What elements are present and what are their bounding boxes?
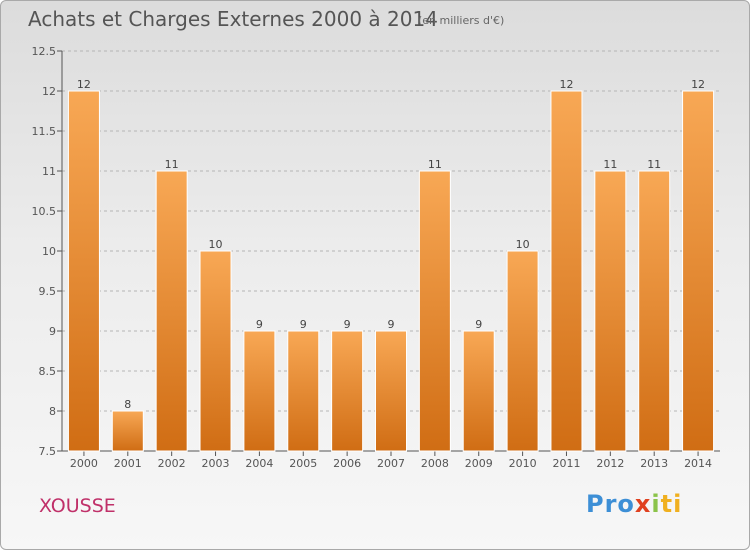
- bar: [243, 330, 276, 452]
- x-tick-label: 2003: [202, 457, 230, 470]
- y-tick-label: 8: [49, 405, 56, 418]
- y-tick-label: 11: [42, 165, 56, 178]
- y-tick-label: 12: [42, 85, 56, 98]
- logo-part: ti: [660, 490, 683, 518]
- data-label: 11: [428, 158, 442, 171]
- x-tick-label: 2014: [684, 457, 712, 470]
- data-label: 10: [209, 238, 223, 251]
- x-tick-label: 2002: [158, 457, 186, 470]
- x-tick-label: 2011: [552, 457, 580, 470]
- y-tick-label: 12.5: [32, 45, 57, 58]
- data-label: 11: [647, 158, 661, 171]
- bar: [111, 410, 144, 452]
- bar: [594, 170, 627, 452]
- logo-part: x: [634, 490, 652, 518]
- data-label: 11: [603, 158, 617, 171]
- chart-title: Achats et Charges Externes 2000 à 2014: [28, 7, 438, 31]
- x-tick-label: 2000: [70, 457, 98, 470]
- data-label: 11: [165, 158, 179, 171]
- y-tick-label: 10.5: [32, 205, 57, 218]
- y-tick-label: 8.5: [39, 365, 57, 378]
- x-tick-label: 2007: [377, 457, 405, 470]
- x-tick-label: 2006: [333, 457, 361, 470]
- data-label: 12: [77, 78, 91, 91]
- bar: [155, 170, 188, 452]
- bar: [418, 170, 451, 452]
- bar: [638, 170, 671, 452]
- data-label: 9: [475, 318, 482, 331]
- y-tick-label: 7.5: [39, 445, 57, 458]
- logo-part: i: [651, 490, 661, 518]
- bar: [550, 90, 583, 452]
- bar: [331, 330, 364, 452]
- x-tick-label: 2009: [465, 457, 493, 470]
- y-tick-label: 9.5: [39, 285, 57, 298]
- bar: [682, 90, 715, 452]
- x-tick-label: 2001: [114, 457, 142, 470]
- data-label: 9: [344, 318, 351, 331]
- x-tick-label: 2010: [509, 457, 537, 470]
- chart-unit-subtitle: (en milliers d'€): [418, 14, 505, 27]
- bar: [199, 250, 232, 452]
- x-tick-label: 2012: [596, 457, 624, 470]
- y-tick-label: 11.5: [32, 125, 57, 138]
- data-label: 10: [516, 238, 530, 251]
- proxiti-logo: Proxiti: [586, 490, 682, 518]
- data-label: 9: [300, 318, 307, 331]
- bar: [67, 90, 100, 452]
- x-tick-label: 2013: [640, 457, 668, 470]
- data-label: 12: [691, 78, 705, 91]
- y-tick-label: 10: [42, 245, 56, 258]
- data-label: 8: [124, 398, 131, 411]
- data-label: 12: [559, 78, 573, 91]
- x-tick-label: 2004: [245, 457, 273, 470]
- bar: [506, 250, 539, 452]
- axes: 7.5 8 8.5 9 9.5 10 10.5 11 11.5 12 12.5 2000 2001 200…: [32, 45, 720, 470]
- commune-name: XOUSSE: [39, 495, 116, 517]
- data-label: 9: [388, 318, 395, 331]
- x-tick-label: 2008: [421, 457, 449, 470]
- y-tick-label: 9: [49, 325, 56, 338]
- bar: [287, 330, 320, 452]
- bar: [375, 330, 407, 452]
- labels: 12 8 11 10 9 9 9 9 11 9 10 12 11 11 12: [77, 78, 705, 411]
- bar: [462, 330, 495, 452]
- data-label: 9: [256, 318, 263, 331]
- logo-part: Pro: [586, 490, 635, 518]
- x-tick-label: 2005: [289, 457, 317, 470]
- bars: [67, 90, 715, 452]
